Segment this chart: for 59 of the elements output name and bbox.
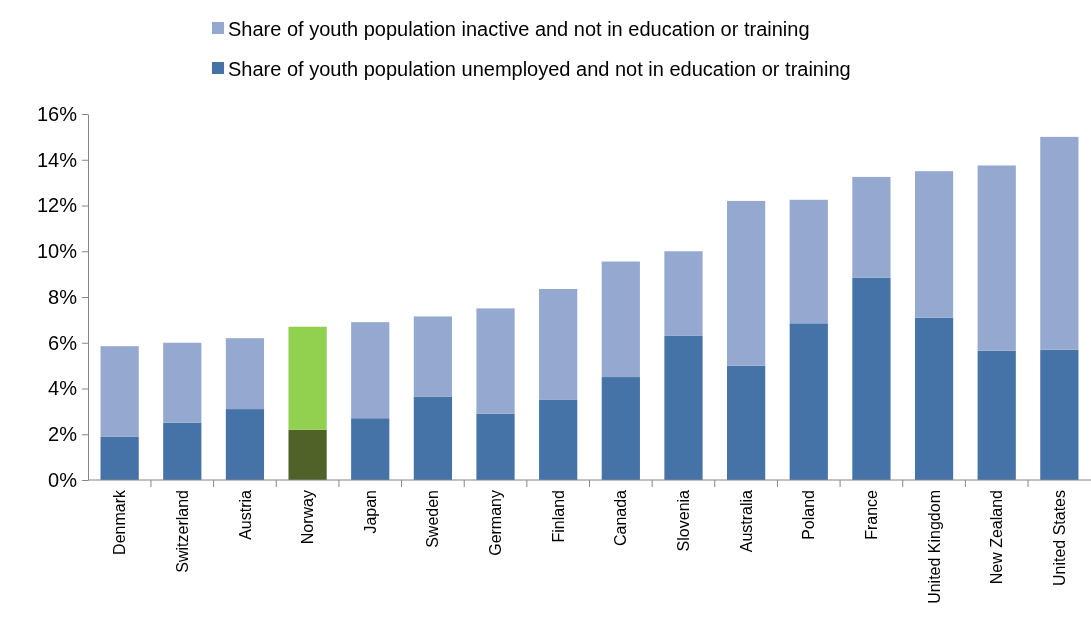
bar: [727, 365, 766, 480]
bar: [539, 399, 578, 480]
y-tick-label: 4%: [48, 377, 78, 400]
bar: [100, 436, 139, 480]
x-tick-label: Japan: [361, 490, 379, 534]
y-tick-label: 8%: [48, 285, 78, 308]
x-tick-label: Sweden: [424, 490, 442, 548]
y-tick-label: 6%: [48, 331, 78, 354]
x-tick-label: United Kingdom: [925, 490, 943, 604]
y-tick-label: 16%: [36, 102, 78, 125]
x-tick-label: Slovenia: [675, 489, 693, 552]
bar: [163, 422, 202, 480]
bar: [163, 342, 202, 423]
x-tick-label: France: [863, 489, 881, 540]
bar: [664, 335, 703, 480]
x-tick-label: Poland: [800, 490, 818, 540]
x-tick-label: Austria: [236, 489, 254, 540]
bar: [914, 317, 954, 480]
x-tick-label: United States: [1050, 490, 1068, 587]
bar: [727, 200, 766, 366]
x-tick-label: Finland: [549, 490, 567, 543]
bar: [664, 251, 703, 336]
bar: [789, 199, 828, 324]
x-tick-label: Norway: [299, 490, 317, 545]
bar: [977, 165, 1016, 351]
bar: [413, 396, 452, 480]
bar: [1040, 136, 1079, 350]
bar: [100, 346, 139, 437]
x-tick-label: Denmark: [111, 489, 129, 555]
bar: [914, 171, 954, 318]
y-tick-label: 14%: [36, 148, 78, 171]
bar: [413, 316, 452, 397]
y-tick-label: 2%: [48, 423, 78, 446]
bar: [1040, 349, 1079, 480]
y-tick-label: 10%: [36, 240, 78, 263]
bar: [852, 176, 891, 278]
bar: [977, 350, 1016, 480]
x-tick-label: Germany: [487, 490, 505, 556]
bar: [852, 277, 891, 480]
x-tick-label: Australia: [737, 489, 755, 553]
y-tick-label: 0%: [48, 468, 78, 491]
bar: [601, 261, 640, 378]
bar: [225, 338, 265, 410]
legend-label: Share of youth population unemployed and not in education or training: [228, 58, 851, 80]
bar: [288, 326, 327, 430]
bar: [476, 308, 515, 414]
bar: [601, 377, 640, 480]
legend-label: Share of youth population inactive and not in education or training: [228, 18, 810, 40]
bar: [225, 409, 265, 480]
bar: [476, 413, 515, 480]
bar: [288, 429, 327, 480]
bar: [789, 323, 828, 480]
bar: [351, 322, 390, 419]
bar: [351, 418, 390, 480]
bar: [539, 288, 578, 400]
x-tick-label: New Zealand: [988, 490, 1006, 585]
y-tick-label: 12%: [36, 194, 78, 217]
x-tick-label: Switzerland: [173, 490, 191, 573]
x-tick-label: Canada: [612, 489, 630, 547]
